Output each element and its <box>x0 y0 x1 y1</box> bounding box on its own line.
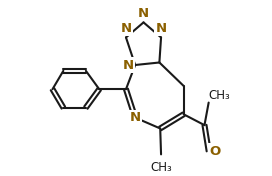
Text: N: N <box>138 7 149 20</box>
Text: O: O <box>209 144 221 158</box>
Text: N: N <box>123 58 134 71</box>
Text: N: N <box>120 22 132 35</box>
Text: N: N <box>156 22 167 35</box>
Text: CH₃: CH₃ <box>150 161 172 174</box>
Text: CH₃: CH₃ <box>209 89 230 102</box>
Text: N: N <box>129 111 141 124</box>
